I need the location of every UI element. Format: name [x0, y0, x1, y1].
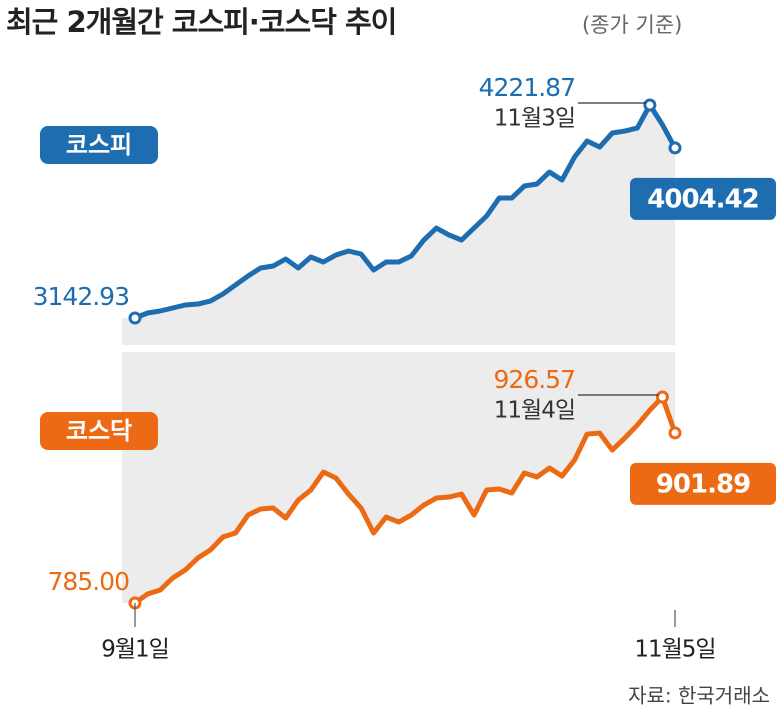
chart-title: 최근 2개월간 코스피·코스닥 추이	[6, 5, 396, 39]
line	[133, 394, 678, 606]
x-tick-label: 11월5일	[634, 637, 715, 663]
point	[668, 141, 682, 155]
point	[668, 426, 682, 440]
x-tick-label: 9월1일	[101, 637, 169, 663]
peak-date: 11월4일	[494, 398, 575, 424]
peak-label: 4221.87	[479, 73, 575, 102]
legend-badge	[40, 126, 158, 164]
end-box	[630, 462, 776, 505]
legend-label: 코스닥	[66, 417, 132, 445]
point	[643, 98, 657, 112]
peak-date: 11월3일	[494, 106, 575, 132]
legend-badge	[40, 412, 158, 450]
source: 자료: 한국거래소	[628, 684, 770, 708]
start-label: 785.00	[48, 567, 130, 596]
end-label: 901.89	[656, 469, 750, 499]
point	[655, 390, 669, 404]
area	[122, 105, 675, 345]
start-label: 3142.93	[33, 282, 129, 311]
end-label: 4004.42	[647, 184, 758, 214]
chart-subtitle: (종가 기준)	[582, 13, 682, 37]
line	[134, 102, 678, 321]
legend-label: 코스피	[66, 131, 132, 159]
peak-label: 926.57	[494, 365, 575, 394]
area	[122, 352, 675, 603]
point	[128, 311, 142, 325]
end-box	[630, 177, 776, 220]
